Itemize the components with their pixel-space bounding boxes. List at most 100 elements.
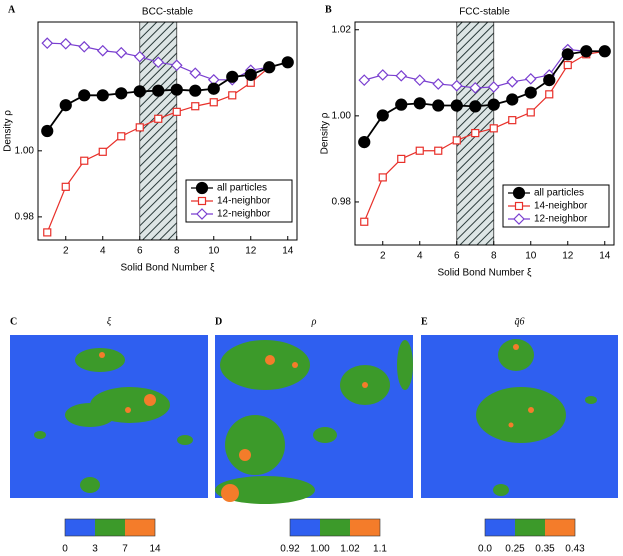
colorbar-tick-label: 0.43	[565, 544, 585, 555]
colorbar-segment	[350, 519, 380, 536]
marker	[196, 208, 208, 220]
stable-band	[139, 21, 178, 241]
colorbar-tick-label: 0.25	[505, 544, 525, 555]
colorbar-segment	[125, 519, 155, 536]
marker	[415, 146, 424, 155]
marker	[508, 116, 517, 125]
y-tick-label: 1.00	[15, 145, 35, 156]
marker	[96, 89, 109, 102]
x-tick-label: 12	[562, 251, 574, 262]
marker	[376, 69, 389, 81]
colorbar-segment	[320, 519, 350, 536]
x-tick-label: 4	[100, 246, 106, 257]
marker	[487, 98, 500, 111]
marker	[115, 46, 128, 59]
x-tick-label: 14	[599, 251, 611, 262]
y-tick-label: 0.98	[15, 212, 35, 223]
marker	[563, 60, 572, 70]
x-tick-label: 8	[491, 251, 497, 262]
y-axis-label: Density ρ	[3, 110, 14, 152]
marker	[189, 84, 202, 97]
marker	[209, 98, 218, 107]
marker	[432, 99, 445, 112]
marker	[59, 37, 72, 50]
marker	[452, 136, 461, 145]
marker	[78, 89, 91, 102]
marker	[115, 87, 128, 100]
map-title: ξ	[107, 316, 112, 327]
map-d-image	[215, 335, 413, 504]
x-tick-label: 6	[454, 251, 460, 262]
chart-title: BCC-stable	[142, 7, 194, 18]
y-tick-label: 0.98	[332, 197, 352, 208]
marker	[598, 45, 611, 58]
marker	[226, 70, 239, 83]
map-e-image	[421, 335, 618, 498]
marker	[172, 107, 181, 116]
colorbar-segment	[515, 519, 545, 536]
colorbar-segment	[485, 519, 515, 536]
marker	[524, 72, 537, 85]
marker	[413, 74, 426, 86]
y-axis-label: Density ρ	[320, 112, 331, 154]
plot-frame	[37, 21, 298, 241]
marker	[117, 132, 126, 141]
marker	[189, 67, 202, 80]
panel-label: B	[325, 4, 332, 15]
marker	[135, 123, 144, 132]
colorbar-segment	[65, 519, 95, 536]
x-tick-label: 2	[63, 246, 69, 257]
marker	[545, 90, 554, 99]
panel-label: D	[215, 316, 222, 327]
colorbar-tick-label: 0	[62, 544, 68, 555]
marker	[98, 147, 107, 156]
legend-label: all particles	[217, 183, 267, 194]
marker	[133, 85, 146, 98]
marker	[397, 154, 406, 163]
marker	[152, 84, 165, 97]
marker	[489, 124, 498, 133]
legend-label: 14-neighbor	[534, 201, 588, 212]
colorbar-tick-label: 0.35	[535, 544, 555, 555]
marker	[80, 156, 89, 165]
marker	[471, 128, 480, 138]
marker	[360, 217, 369, 226]
x-tick-label: 14	[282, 246, 294, 257]
x-axis-label: Solid Bond Number ξ	[121, 263, 215, 274]
marker	[395, 98, 408, 111]
marker	[170, 83, 183, 96]
marker	[191, 102, 200, 111]
plot-frame	[354, 21, 615, 246]
marker	[512, 186, 526, 200]
colorbar-tick-label: 0.0	[478, 544, 492, 555]
colorbar-frame	[289, 518, 381, 537]
legend-label: 12-neighbor	[534, 214, 588, 225]
colorbar-segment	[95, 519, 125, 536]
colorbar-tick-label: 14	[149, 544, 161, 555]
colorbar-tick-label: 1.1	[373, 544, 387, 555]
colorbar-tick-label: 3	[92, 544, 98, 555]
panel-label: C	[10, 316, 17, 327]
legend-label: 14-neighbor	[217, 196, 271, 207]
marker	[59, 99, 72, 112]
marker	[154, 114, 163, 123]
marker	[263, 61, 276, 74]
marker	[358, 74, 371, 86]
marker	[43, 228, 52, 237]
marker	[513, 213, 525, 225]
marker	[506, 75, 519, 88]
marker	[543, 74, 556, 87]
map-title: ρ	[311, 316, 317, 327]
marker	[580, 45, 593, 58]
marker	[197, 196, 207, 206]
y-tick-label: 1.00	[332, 110, 352, 121]
marker	[41, 37, 54, 49]
marker	[450, 99, 463, 112]
marker	[450, 79, 463, 92]
marker	[170, 59, 183, 72]
marker	[514, 201, 524, 211]
marker	[432, 78, 445, 90]
marker	[244, 68, 257, 81]
colorbar-tick-label: 1.02	[340, 544, 360, 555]
